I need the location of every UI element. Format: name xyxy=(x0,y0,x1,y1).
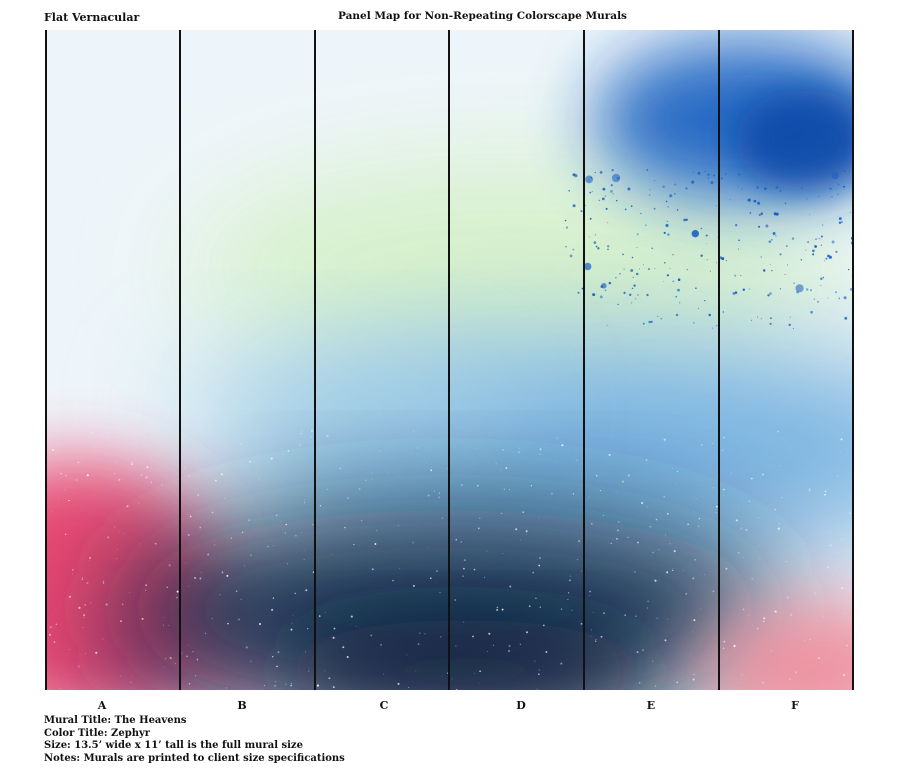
page-title: Panel Map for Non-Repeating Colorscape M… xyxy=(338,10,627,22)
mural-size: Size: 13.5’ wide x 11’ tall is the full … xyxy=(44,740,303,751)
panel-label-e: E xyxy=(646,699,656,712)
panel-label-b: B xyxy=(237,699,247,712)
panel-divider xyxy=(448,30,450,690)
panel-label-f: F xyxy=(791,699,799,712)
mural-notes: Notes: Murals are printed to client size… xyxy=(44,752,345,764)
panel-label-a: A xyxy=(97,699,107,712)
panel-label-d: D xyxy=(516,699,526,712)
mural-info: Mural Title: The Heavens Color Title: Ze… xyxy=(44,715,345,765)
panel-divider xyxy=(179,30,181,690)
panel-divider xyxy=(852,30,854,690)
panel-divider xyxy=(718,30,720,690)
panel-label-c: C xyxy=(379,699,389,712)
mural-title: Mural Title: The Heavens xyxy=(44,715,187,726)
panel-divider xyxy=(583,30,585,690)
panel-divider xyxy=(314,30,316,690)
mural-panel-map xyxy=(45,30,854,690)
panel-divider xyxy=(45,30,47,690)
color-title: Color Title: Zephyr xyxy=(44,727,151,739)
brand-name: Flat Vernacular xyxy=(44,11,140,24)
